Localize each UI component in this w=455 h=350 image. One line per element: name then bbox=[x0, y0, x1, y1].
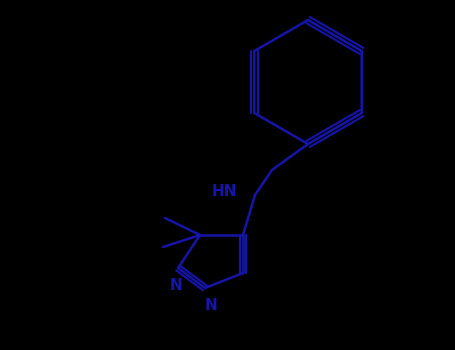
Text: N: N bbox=[170, 278, 182, 293]
Text: HN: HN bbox=[212, 183, 237, 198]
Text: N: N bbox=[205, 298, 217, 313]
